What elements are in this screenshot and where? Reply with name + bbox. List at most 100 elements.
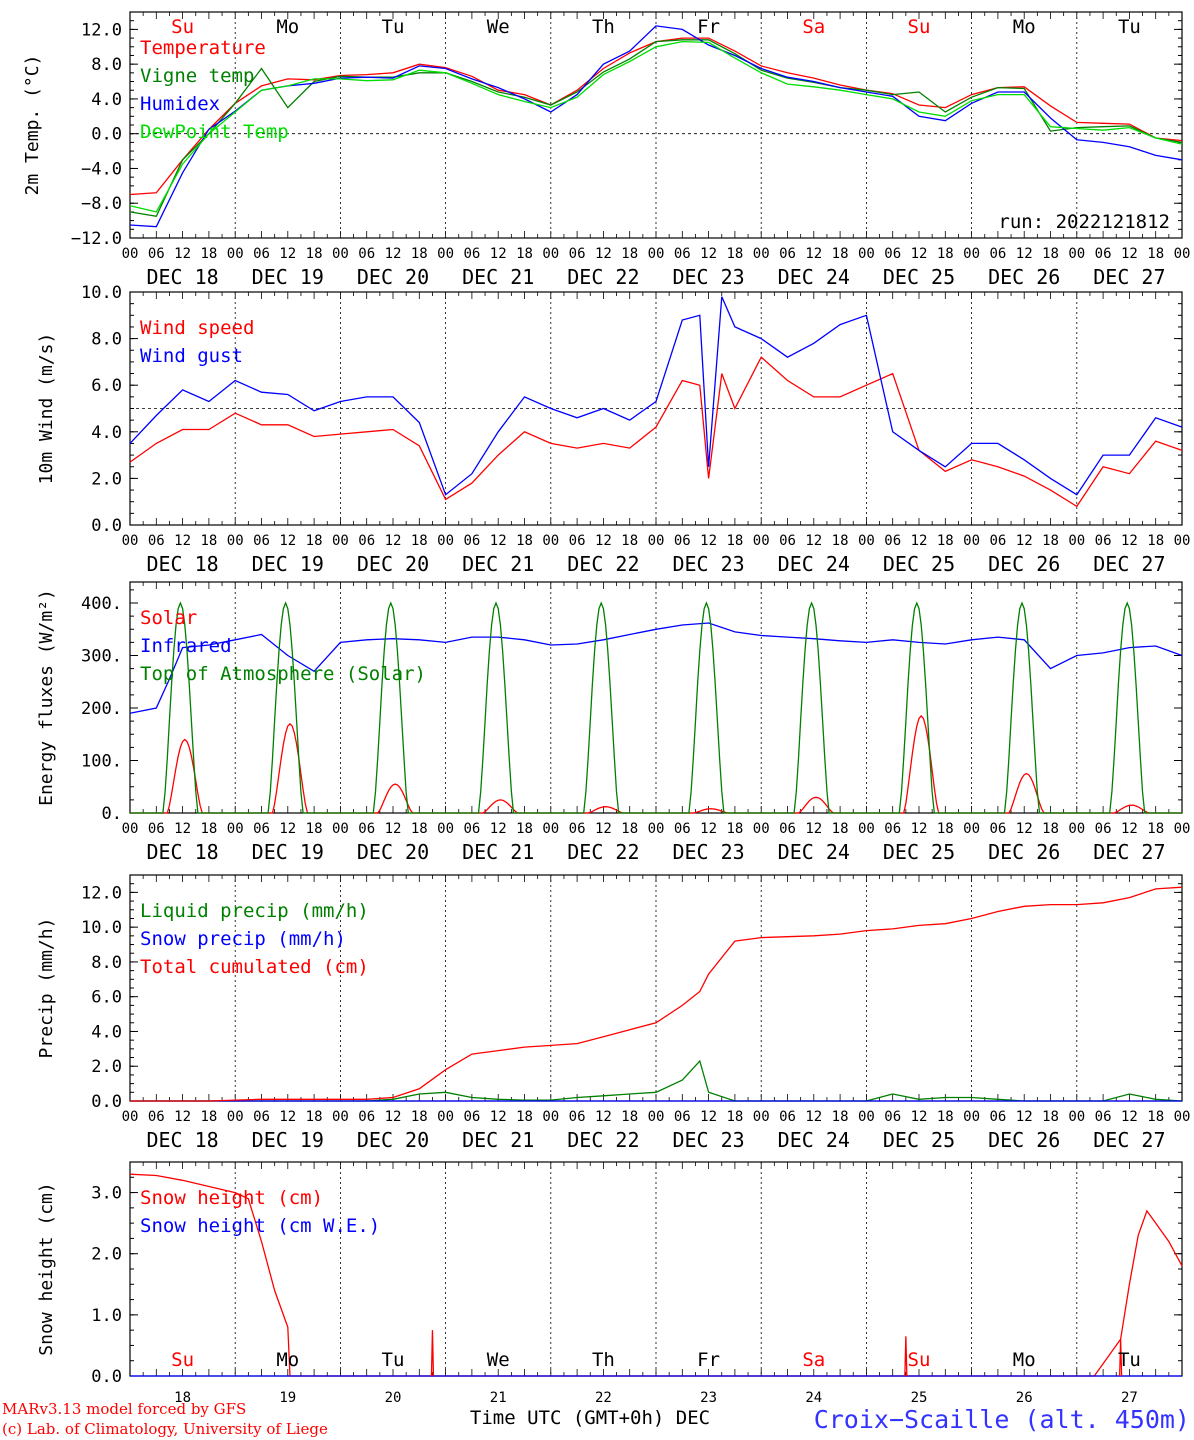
weekday-label: Tu [382,16,405,38]
x-hour-label: 18 [306,1109,323,1125]
x-hour-label: 06 [674,821,691,837]
y-axis-label: 2m Temp. (°C) [22,55,43,196]
x-hour-label: 12 [385,246,402,262]
x-date-label: DEC 18 [146,552,218,576]
x-hour-label: 18 [1147,246,1164,262]
x-date-label: DEC 21 [462,265,534,289]
x-date-label: DEC 25 [883,265,955,289]
series-line-temperature [129,37,1183,196]
chart-panel-3: 0. 100. 200. 300. 400. Energy fluxes (W/m²) So… [36,581,1190,864]
legend-entry: Vigne temp [140,65,254,87]
x-hour-label: 06 [253,821,270,837]
x-hour-label: 06 [779,533,796,549]
y-tick-label: 4.0 [91,1022,122,1042]
x-hour-label: 00 [1068,1109,1085,1125]
x-hour-label: 12 [595,1109,612,1125]
x-hour-label: 00 [858,533,875,549]
x-hour-label: 12 [490,246,507,262]
x-hour-label: 18 [621,246,638,262]
legend-entry: Snow height (cm W.E.) [140,1215,380,1237]
x-date-label: DEC 20 [357,840,429,864]
x-day-number: 24 [805,1390,822,1406]
x-hour-label: 00 [858,821,875,837]
weekday-label: Su [908,1349,931,1371]
x-hour-label: 06 [1095,1109,1112,1125]
x-hour-label: 06 [463,1109,480,1125]
x-hour-label: 12 [700,246,717,262]
x-hour-label: 12 [1121,246,1138,262]
x-hour-label: 06 [884,533,901,549]
series-line-infrared [129,622,1183,714]
snow-spike [1118,1339,1123,1377]
x-day-number: 19 [279,1390,296,1406]
y-tick-label: 0.0 [91,1092,122,1112]
x-hour-label: 12 [595,246,612,262]
x-hour-label: 12 [1016,821,1033,837]
lab-credit: (c) Lab. of Climatology, University of L… [2,1420,328,1438]
x-day-number: 18 [174,1390,191,1406]
x-hour-label: 06 [148,821,165,837]
x-hour-label: 00 [963,821,980,837]
x-hour-label: 00 [437,533,454,549]
snow-spike [430,1330,435,1377]
weekday-label: Su [171,1349,194,1371]
x-date-label: DEC 18 [146,265,218,289]
x-hour-label: 18 [1147,533,1164,549]
x-hour-label: 12 [385,1109,402,1125]
y-tick-label: 6.0 [91,376,122,396]
weekday-label: Fr [697,1349,720,1371]
series-line-wind-gust [129,296,1183,496]
y-tick-label: 400. [81,594,122,614]
x-hour-label: 18 [832,533,849,549]
x-hour-label: 12 [279,1109,296,1125]
y-tick-label: 100. [81,752,122,772]
x-hour-label: 12 [805,533,822,549]
x-hour-label: 00 [227,246,244,262]
x-day-number: 22 [595,1390,612,1406]
chart-panel-4: 0.0 2.0 4.0 6.0 8.0 10.0 12.0 Precip (mm/h) Liqu… [36,874,1190,1152]
x-hour-label: 00 [753,533,770,549]
x-hour-label: 18 [306,821,323,837]
y-tick-label: 0.0 [91,125,122,145]
x-hour-label: 00 [542,821,559,837]
time-axis-label: Time UTC (GMT+0h) DEC [470,1407,710,1429]
y-tick-label: 2.0 [91,1057,122,1077]
x-hour-label: 06 [1095,246,1112,262]
x-date-label: DEC 21 [462,552,534,576]
x-hour-label: 00 [332,246,349,262]
x-hour-label: 00 [648,821,665,837]
x-hour-label: 00 [1068,533,1085,549]
legend-entry: Snow precip (mm/h) [140,928,346,950]
x-hour-label: 12 [595,821,612,837]
x-date-label: DEC 27 [1093,840,1165,864]
x-hour-label: 18 [726,1109,743,1125]
y-tick-label: 8.0 [91,953,122,973]
legend-entry: DewPoint Temp [140,121,289,143]
x-date-label: DEC 24 [778,840,850,864]
x-date-label: DEC 27 [1093,552,1165,576]
weekday-label: Mo [276,1349,299,1371]
x-hour-label: 12 [174,821,191,837]
x-hour-label: 00 [227,533,244,549]
x-hour-label: 06 [569,1109,586,1125]
x-hour-label: 06 [674,533,691,549]
x-hour-label: 12 [385,821,402,837]
y-tick-label: 10.0 [81,918,122,938]
x-date-label: DEC 23 [672,1128,744,1152]
x-date-label: DEC 23 [672,552,744,576]
x-hour-label: 18 [726,821,743,837]
x-hour-label: 12 [1016,246,1033,262]
legend-entry: Temperature [140,37,266,59]
x-date-label: DEC 21 [462,840,534,864]
x-hour-label: 06 [358,533,375,549]
x-hour-label: 12 [490,1109,507,1125]
x-hour-label: 00 [122,821,139,837]
x-date-label: DEC 19 [252,265,324,289]
y-tick-label: 4.0 [91,423,122,443]
x-hour-label: 12 [1016,533,1033,549]
x-hour-label: 00 [753,1109,770,1125]
x-hour-label: 12 [279,246,296,262]
x-hour-label: 18 [411,1109,428,1125]
x-day-number: 23 [700,1390,717,1406]
x-date-label: DEC 20 [357,265,429,289]
